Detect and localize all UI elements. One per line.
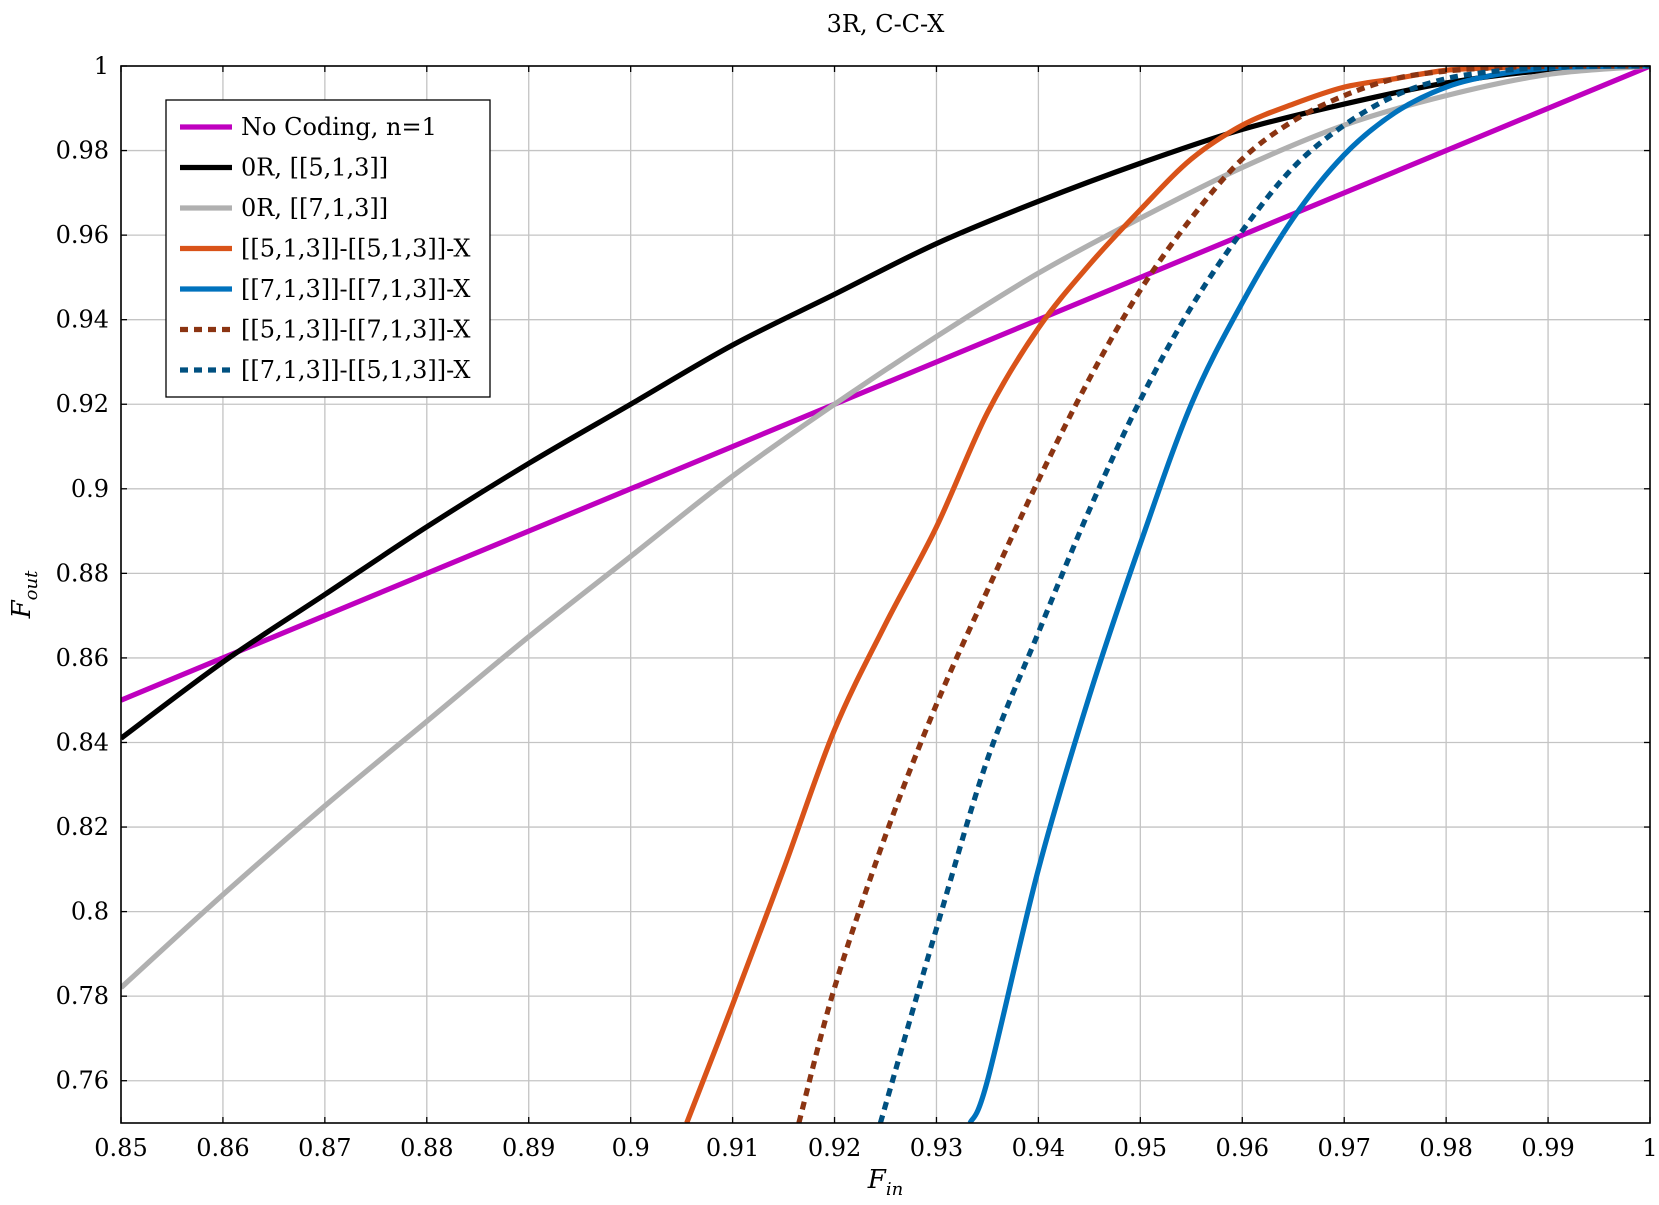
y-tick-label: 0.78 bbox=[56, 982, 109, 1010]
y-axis-title-sub: out bbox=[21, 570, 42, 600]
series-line-7 bbox=[877, 66, 1650, 1123]
x-tick-label: 0.99 bbox=[1521, 1134, 1574, 1162]
series-line-3 bbox=[121, 66, 1650, 990]
legend-label: [[5,1,3]]-[[7,1,3]]-X bbox=[241, 316, 471, 344]
x-tick-label: 0.85 bbox=[94, 1134, 147, 1162]
y-tick-label: 0.94 bbox=[56, 306, 109, 334]
legend: No Coding, n=1 0R, [[5,1,3]] 0R, [[7,1,3]]… bbox=[165, 99, 491, 398]
legend-label: [[7,1,3]]-[[7,1,3]]-X bbox=[241, 275, 471, 303]
y-tick-label: 0.8 bbox=[71, 898, 109, 926]
x-tick-label: 0.93 bbox=[910, 1134, 963, 1162]
legend-label: No Coding, n=1 bbox=[241, 113, 437, 141]
series-line-6 bbox=[796, 66, 1650, 1123]
axis-ticks: 0.85 0.86 0.87 0.88 0.89 0.9 0.91 0.92 0.93 0.94 0… bbox=[56, 52, 1658, 1162]
x-axis-title: Fin bbox=[867, 1165, 903, 1200]
x-tick-label: 0.92 bbox=[808, 1134, 861, 1162]
y-tick-label: 0.82 bbox=[56, 813, 109, 841]
y-tick-label: 0.92 bbox=[56, 390, 109, 418]
y-axis-title: Fout bbox=[7, 570, 42, 619]
y-tick-label: 0.88 bbox=[56, 559, 109, 587]
y-tick-label: 0.9 bbox=[71, 475, 109, 503]
x-axis-title-main: F bbox=[867, 1165, 887, 1195]
chart-title: 3R, C-C-X bbox=[827, 10, 945, 38]
series-line-1 bbox=[121, 66, 1650, 703]
y-tick-label: 1 bbox=[94, 52, 109, 80]
plot-frame bbox=[120, 65, 1651, 1124]
x-tick-label: 0.86 bbox=[196, 1134, 249, 1162]
y-tick-label: 0.86 bbox=[56, 644, 109, 672]
x-tick-label: 0.89 bbox=[502, 1134, 555, 1162]
x-tick-label: 0.91 bbox=[706, 1134, 759, 1162]
x-tick-label: 0.9 bbox=[612, 1134, 650, 1162]
plot-series bbox=[121, 66, 1650, 1123]
y-tick-label: 0.98 bbox=[56, 137, 109, 165]
x-tick-label: 0.98 bbox=[1419, 1134, 1472, 1162]
x-axis-title-sub: in bbox=[886, 1179, 903, 1200]
x-tick-label: 0.87 bbox=[298, 1134, 351, 1162]
x-tick-label: 0.96 bbox=[1216, 1134, 1269, 1162]
legend-label: [[7,1,3]]-[[5,1,3]]-X bbox=[241, 356, 471, 384]
y-tick-label: 0.96 bbox=[56, 221, 109, 249]
x-tick-label: 1 bbox=[1642, 1134, 1657, 1162]
legend-label: 0R, [[5,1,3]] bbox=[241, 154, 388, 182]
legend-label: [[5,1,3]]-[[5,1,3]]-X bbox=[241, 235, 471, 263]
y-axis-title-main: F bbox=[7, 599, 37, 619]
series-line-5 bbox=[967, 66, 1650, 1123]
y-tick-label: 0.84 bbox=[56, 728, 109, 756]
y-tick-label: 0.76 bbox=[56, 1067, 109, 1095]
x-tick-label: 0.88 bbox=[400, 1134, 453, 1162]
x-tick-label: 0.95 bbox=[1114, 1134, 1167, 1162]
series-line-2 bbox=[121, 66, 1650, 741]
legend-label: 0R, [[7,1,3]] bbox=[241, 194, 388, 222]
series-line-4 bbox=[684, 66, 1650, 1123]
x-tick-label: 0.94 bbox=[1012, 1134, 1065, 1162]
x-tick-label: 0.97 bbox=[1317, 1134, 1370, 1162]
